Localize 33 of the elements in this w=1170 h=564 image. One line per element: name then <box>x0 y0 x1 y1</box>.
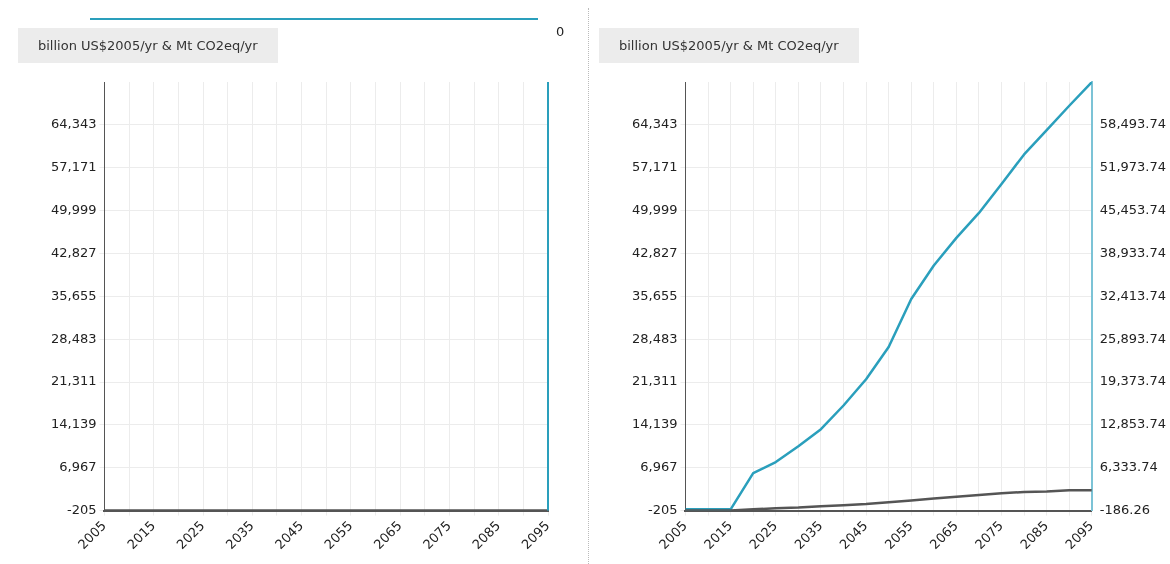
y-tick-label: 35,655 <box>50 287 97 303</box>
y-tick-label: 49,999 <box>631 201 678 217</box>
y2-tick-label: 51,973.74 <box>1099 159 1167 175</box>
y-tick-label: 42,827 <box>631 244 678 260</box>
y2-tick-label: 12,853.74 <box>1099 416 1167 432</box>
y-tick-label: 14,139 <box>50 416 97 432</box>
y-tick-label: 14,139 <box>631 416 678 432</box>
y2-tick-label: 6,333.74 <box>1099 459 1158 475</box>
y-tick-label: 64,343 <box>631 116 678 132</box>
text: 0 <box>556 24 565 39</box>
y-tick-label: 28,483 <box>50 330 97 346</box>
y-tick-label: 28,483 <box>631 330 678 346</box>
y-tick-label: 21,311 <box>631 373 678 389</box>
y-axis-title: billion US$2005/yr & Mt CO2eq/yr <box>599 28 859 63</box>
y-tick-label: 35,655 <box>631 287 678 303</box>
y-axis-title: billion US$2005/yr & Mt CO2eq/yr <box>18 28 278 63</box>
y-tick-label: 6,967 <box>640 459 678 475</box>
y2-tick-label: 45,453.74 <box>1099 201 1167 217</box>
y-tick-label: -205 <box>647 501 678 517</box>
y2-tick-label: 19,373.74 <box>1099 373 1167 389</box>
y-tick-label: 49,999 <box>50 201 97 217</box>
y-tick-label: 57,171 <box>50 159 97 175</box>
y-tick-label: 42,827 <box>50 244 97 260</box>
y2-tick-label: 25,893.74 <box>1099 330 1167 346</box>
y-tick-label: 57,171 <box>631 159 678 175</box>
y2-tick-label: 32,413.74 <box>1099 287 1167 303</box>
y-tick-label: 21,311 <box>50 373 97 389</box>
y2-tick-label: 38,933.74 <box>1099 244 1167 260</box>
y-tick-label: -205 <box>66 501 97 517</box>
y2-tick-label: 58,493.74 <box>1099 116 1167 132</box>
y2-tick-label: -186.26 <box>1099 501 1151 517</box>
y-tick-label: 64,343 <box>50 116 97 132</box>
y-tick-label: 6,967 <box>59 459 97 475</box>
